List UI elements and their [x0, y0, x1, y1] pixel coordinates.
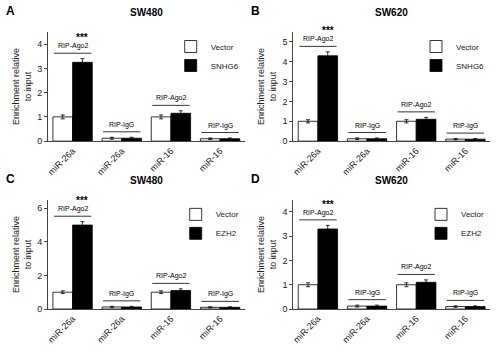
svg-text:miR-26a: miR-26a [95, 314, 126, 345]
svg-text:RIP-Ago2: RIP-Ago2 [401, 101, 431, 109]
svg-text:miR-26a: miR-26a [291, 314, 322, 345]
svg-text:miR-16: miR-16 [442, 314, 470, 342]
svg-text:3: 3 [282, 77, 287, 87]
svg-text:miR-16: miR-16 [393, 314, 421, 342]
svg-text:RIP-Ago2: RIP-Ago2 [303, 209, 333, 217]
svg-text:RIP-IgG: RIP-IgG [208, 122, 233, 130]
svg-text:SW480: SW480 [130, 175, 163, 186]
svg-text:3: 3 [282, 231, 287, 241]
svg-text:RIP-IgG: RIP-IgG [453, 289, 478, 297]
svg-text:miR-26a: miR-26a [46, 146, 77, 177]
svg-text:RIP-Ago2: RIP-Ago2 [58, 42, 88, 50]
svg-text:RIP-IgG: RIP-IgG [355, 122, 380, 130]
svg-text:EZH2: EZH2 [461, 229, 482, 238]
svg-text:0: 0 [282, 136, 287, 146]
svg-text:Enrichment relativeto input: Enrichment relativeto input [11, 216, 33, 293]
svg-text:Vector: Vector [211, 43, 234, 52]
svg-text:miR-26a: miR-26a [341, 146, 372, 177]
svg-text:miR-16: miR-16 [148, 146, 176, 174]
svg-text:Enrichment relativeto input: Enrichment relativeto input [256, 48, 278, 125]
svg-text:RIP-IgG: RIP-IgG [109, 290, 134, 298]
svg-text:2: 2 [37, 271, 42, 281]
svg-text:miR-26a: miR-26a [95, 146, 126, 177]
svg-text:SW620: SW620 [375, 175, 408, 186]
svg-text:6: 6 [37, 203, 42, 213]
svg-text:2: 2 [282, 97, 287, 107]
svg-text:4: 4 [282, 207, 287, 217]
svg-text:4: 4 [37, 39, 42, 49]
svg-text:1: 1 [282, 116, 287, 126]
svg-text:Vector: Vector [216, 210, 239, 219]
svg-text:4: 4 [37, 237, 42, 247]
svg-text:RIP-Ago2: RIP-Ago2 [156, 94, 186, 102]
svg-text:B: B [251, 4, 260, 18]
svg-text:RIP-Ago2: RIP-Ago2 [58, 205, 88, 213]
svg-text:D: D [251, 172, 260, 186]
svg-text:***: *** [322, 199, 334, 210]
svg-text:miR-16: miR-16 [393, 146, 421, 174]
svg-text:RIP-IgG: RIP-IgG [355, 289, 380, 297]
svg-text:Enrichment relativeto input: Enrichment relativeto input [11, 48, 33, 125]
svg-text:Vector: Vector [461, 210, 484, 219]
svg-text:0: 0 [37, 136, 42, 146]
svg-text:5: 5 [282, 37, 287, 47]
svg-text:0: 0 [37, 304, 42, 314]
svg-text:miR-16: miR-16 [148, 314, 176, 342]
svg-text:miR-26a: miR-26a [291, 146, 322, 177]
svg-text:3: 3 [37, 64, 42, 74]
svg-text:***: *** [76, 32, 88, 43]
svg-text:SW480: SW480 [130, 7, 163, 18]
svg-text:1: 1 [282, 280, 287, 290]
svg-text:SNHG6: SNHG6 [211, 62, 239, 71]
svg-text:RIP-IgG: RIP-IgG [109, 121, 134, 129]
svg-text:0: 0 [282, 304, 287, 314]
svg-text:1: 1 [37, 112, 42, 122]
svg-text:RIP-Ago2: RIP-Ago2 [401, 263, 431, 271]
svg-text:miR-26a: miR-26a [341, 314, 372, 345]
svg-text:RIP-IgG: RIP-IgG [208, 290, 233, 298]
svg-text:Vector: Vector [456, 43, 479, 52]
svg-text:RIP-IgG: RIP-IgG [453, 122, 478, 130]
svg-text:miR-26a: miR-26a [46, 314, 77, 345]
svg-text:C: C [6, 172, 15, 186]
svg-text:2: 2 [37, 88, 42, 98]
svg-text:EZH2: EZH2 [216, 229, 237, 238]
svg-text:2: 2 [282, 256, 287, 266]
svg-text:miR-16: miR-16 [197, 314, 225, 342]
svg-text:***: *** [76, 195, 88, 206]
svg-text:Enrichment relativeto input: Enrichment relativeto input [256, 216, 278, 293]
svg-text:RIP-Ago2: RIP-Ago2 [303, 35, 333, 43]
svg-text:SW620: SW620 [375, 7, 408, 18]
svg-text:A: A [6, 4, 15, 18]
svg-text:***: *** [322, 25, 334, 36]
svg-text:4: 4 [282, 57, 287, 67]
svg-text:RIP-Ago2: RIP-Ago2 [156, 272, 186, 280]
svg-text:miR-16: miR-16 [442, 146, 470, 174]
svg-text:miR-16: miR-16 [197, 146, 225, 174]
svg-text:SNHG6: SNHG6 [456, 62, 484, 71]
